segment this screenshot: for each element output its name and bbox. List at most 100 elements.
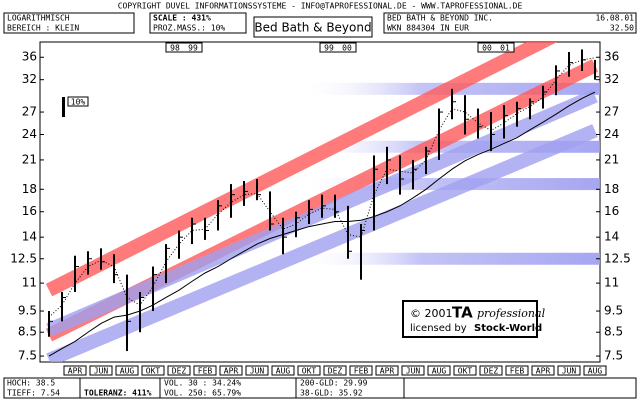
y-tick-label: 11 — [22, 276, 37, 290]
year: 00 — [342, 44, 352, 53]
x-tick-label: JUN — [250, 367, 265, 376]
x-tick-label: APR — [380, 367, 395, 376]
gld38: 38-GLD: 35.92 — [300, 389, 363, 398]
month-box — [323, 365, 347, 376]
tolerance: TOLERANZ: 411% — [84, 389, 152, 398]
y-tick-label: 9.5 — [18, 304, 37, 318]
year-box — [477, 42, 515, 53]
info-box — [3, 12, 135, 34]
logo-pro: professional — [477, 307, 546, 320]
vol250: VOL. 250: 65.79% — [164, 389, 241, 398]
y-tick-label: 32 — [604, 72, 619, 86]
y-tick-label: 8.5 — [18, 325, 37, 339]
y-tick-label: 36 — [22, 50, 37, 64]
wkn: WKN 884304 IN EUR — [387, 24, 469, 33]
logo-sw: Stock-World — [474, 323, 542, 334]
support-level — [300, 140, 600, 153]
pct-box — [67, 96, 89, 107]
footer: HOCH: 38.5 TIEFF: 7.54 TOLERANZ: 411% VO… — [3, 377, 637, 399]
year: 98 — [170, 44, 180, 53]
x-tick-label: DEZ — [484, 367, 499, 376]
month-box — [349, 365, 373, 376]
logo-box — [402, 300, 538, 338]
x-tick-label: AUG — [588, 367, 603, 376]
year-box — [165, 42, 203, 53]
y-tick-label: 14 — [22, 230, 37, 244]
year: 99 — [188, 44, 198, 53]
month-box — [167, 365, 191, 376]
scale-type: LOGARITHMISCH — [7, 14, 70, 23]
pct-label: 10% — [71, 98, 86, 107]
x-tick-label: JUN — [562, 367, 577, 376]
year-box — [319, 42, 357, 53]
stock-box — [383, 12, 637, 34]
month-box — [115, 365, 139, 376]
y-tick-label: 21 — [604, 152, 619, 166]
logo-lic: licensed by — [410, 323, 467, 334]
month-box — [401, 365, 425, 376]
y-tick-label: 24 — [604, 127, 619, 141]
month-box — [193, 365, 217, 376]
y-tick-label: 9.5 — [604, 304, 623, 318]
month-box — [219, 365, 243, 376]
x-tick-label: JUN — [406, 367, 421, 376]
month-box — [479, 365, 503, 376]
scale: SCALE : 431% — [153, 14, 211, 23]
vol30: VOL. 30 : 34.24% — [164, 379, 241, 388]
x-tick-label: FEB — [354, 367, 369, 376]
support-level — [300, 252, 600, 265]
copyright: COPYRIGHT DUVEL INFORMATIONSSYSTEME - IN… — [118, 2, 523, 11]
month-box — [557, 365, 581, 376]
year: 99 — [324, 44, 334, 53]
scale-box — [149, 12, 247, 34]
x-tick-label: FEB — [510, 367, 525, 376]
year-markers: 98 99 99 00 00 01 — [165, 42, 515, 53]
low: TIEFF: 7.54 — [7, 389, 60, 398]
month-box — [245, 365, 269, 376]
trend-channel — [45, 42, 558, 297]
y-tick-label: 7.5 — [604, 349, 623, 363]
company: BED BATH & BEYOND INC. — [387, 14, 493, 23]
y-tick-label: 16 — [22, 204, 37, 218]
y-tick-label: 12.5 — [604, 251, 631, 265]
x-tick-label: DEZ — [172, 367, 187, 376]
y-tick-label: 12.5 — [10, 251, 37, 265]
high: HOCH: 38.5 — [7, 379, 55, 388]
logo-ta: TA — [452, 304, 473, 322]
x-tick-label: AUG — [276, 367, 291, 376]
range: BEREICH : KLEIN — [7, 24, 79, 33]
month-box — [271, 365, 295, 376]
year: 01 — [500, 44, 510, 53]
y-tick-label: 24 — [22, 127, 37, 141]
x-tick-label: OKT — [302, 367, 317, 376]
date: 16.08.01 — [595, 14, 634, 23]
month-box — [453, 365, 477, 376]
year: 00 — [482, 44, 492, 53]
x-tick-label: APR — [224, 367, 239, 376]
footer-box — [3, 377, 637, 399]
x-tick-label: OKT — [458, 367, 473, 376]
pct-bar — [62, 97, 65, 117]
y-tick-label: 36 — [604, 50, 619, 64]
y-tick-label: 16 — [604, 204, 619, 218]
month-box — [141, 365, 165, 376]
x-tick-label: APR — [536, 367, 551, 376]
y-tick-label: 32 — [22, 72, 37, 86]
last-price: 32.50 — [610, 24, 634, 33]
month-box — [505, 365, 529, 376]
y-tick-label: 21 — [22, 152, 37, 166]
month-box — [63, 365, 87, 376]
y-tick-label: 27 — [604, 105, 619, 119]
x-tick-label: FEB — [198, 367, 213, 376]
x-tick-label: AUG — [432, 367, 447, 376]
percent: PROZ.MASS.: 10% — [153, 24, 225, 33]
month-box — [531, 365, 555, 376]
y-tick-label: 7.5 — [18, 349, 37, 363]
y-tick-label: 14 — [604, 230, 619, 244]
gld200: 200-GLD: 29.99 — [300, 379, 368, 388]
month-box — [297, 365, 321, 376]
month-box — [427, 365, 451, 376]
logo: © 2001 TA professional licensed by Stock… — [402, 300, 546, 338]
y-tick-label: 18 — [604, 182, 619, 196]
